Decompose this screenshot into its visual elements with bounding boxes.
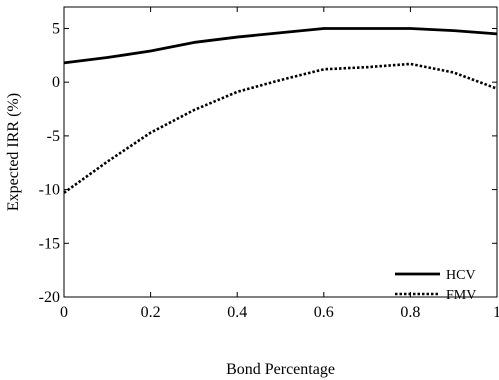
axes-frame [63,6,498,298]
y-tick-label: 0 [52,74,60,91]
x-tick-label: 0.2 [141,304,161,321]
y-tick-label: -10 [39,182,60,199]
y-axis-label: Expected IRR (%) [5,93,22,211]
y-tick-label: -15 [39,235,60,252]
y-tick-label: -5 [47,128,60,145]
x-tick-label: 0 [60,304,68,321]
x-axis-label: Bond Percentage [226,361,335,378]
x-tick-label: 0.6 [314,304,334,321]
series-line-hcv [63,27,498,65]
legend-label-fmv: FMV [446,288,476,303]
legend-label-hcv: HCV [446,268,476,283]
plot-layer [63,27,498,194]
legend: HCV FMV [395,268,476,303]
x-tick-label: 1 [493,304,499,321]
x-tick-label: 0.8 [400,304,420,321]
y-tick-label: 5 [52,20,60,37]
y-tick-label: -20 [39,289,60,306]
x-tick-label: 0.4 [227,304,247,321]
axes-layer: 0 0.2 0.4 0.6 0.8 1 -20 -15 -10 -5 0 5 [39,6,499,321]
series-line-fmv [63,62,498,194]
